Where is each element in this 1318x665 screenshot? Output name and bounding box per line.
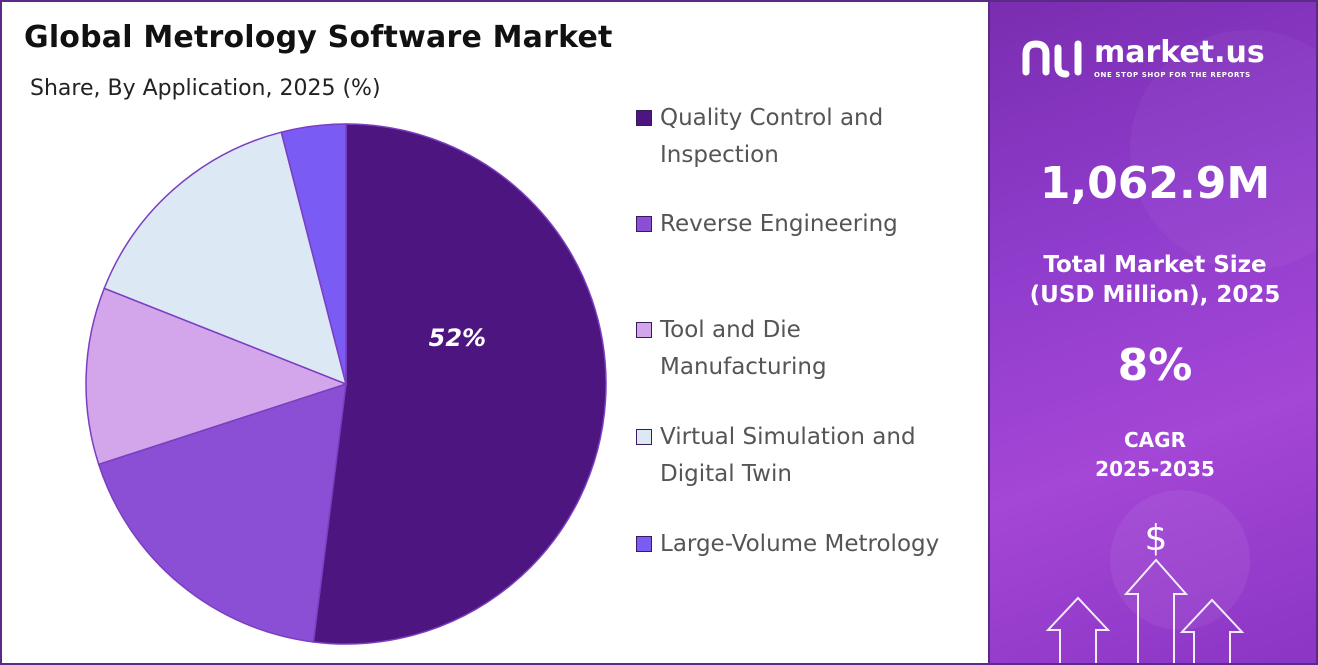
brand-tagline: ONE STOP SHOP FOR THE REPORTS — [1094, 70, 1251, 79]
chart-subtitle: Share, By Application, 2025 (%) — [30, 76, 381, 101]
chart-panel: Global Metrology Software Market Share, … — [24, 20, 980, 645]
chart-title: Global Metrology Software Market — [24, 20, 613, 55]
brand-name: market.us — [1094, 34, 1265, 70]
legend-swatch — [636, 536, 652, 552]
growth-arrows-illustration: $ — [1045, 30, 1318, 665]
market-size-value: 1,062.9M — [1039, 158, 1271, 209]
legend-swatch — [636, 110, 652, 126]
legend-swatch — [636, 429, 652, 445]
legend-label: Tool and Die Manufacturing — [660, 317, 827, 380]
arrow-up-icon — [1123, 558, 1189, 665]
pie-slice-quality-control-and-inspection — [312, 123, 607, 645]
market-us-logo-icon — [1022, 40, 1082, 78]
pie-slice-reverse-engineering — [97, 382, 347, 643]
arrow-up-icon — [1179, 598, 1245, 665]
arrow-up-icon — [1045, 596, 1111, 665]
cagr-value: 8% — [1117, 340, 1193, 391]
legend-item-quality-control: Quality Control and Inspection — [636, 100, 980, 174]
legend-label: Quality Control and Inspection — [660, 105, 884, 168]
data-label: 52% — [429, 324, 486, 352]
legend-swatch — [636, 322, 652, 338]
legend-item-virtual-simulation: Virtual Simulation and Digital Twin — [636, 419, 980, 493]
summary-panel: $ market.us ONE STOP SHOP FOR THE REPORT… — [988, 0, 1318, 665]
pie-slice-large-volume-metrology — [280, 123, 347, 385]
pie-slice-tool-and-die-manufacturing — [85, 287, 349, 466]
dollar-icon: $ — [1145, 518, 1168, 559]
legend-item-tool-and-die: Tool and Die Manufacturing — [636, 312, 980, 386]
legend-label: Virtual Simulation and Digital Twin — [660, 424, 916, 487]
legend-swatch — [636, 216, 652, 232]
brand-logo: market.us ONE STOP SHOP FOR THE REPORTS — [1020, 36, 1265, 80]
legend-label: Reverse Engineering — [660, 211, 898, 237]
legend-item-reverse-engineering: Reverse Engineering — [636, 206, 980, 243]
pie-chart: 52% — [85, 123, 607, 645]
legend-label: Large-Volume Metrology — [660, 531, 940, 557]
market-size-label: Total Market Size (USD Million), 2025 — [1029, 252, 1281, 308]
pie-slice-virtual-simulation-and-digital-twin — [103, 131, 348, 386]
legend-item-large-volume: Large-Volume Metrology — [636, 526, 980, 563]
cagr-label: CAGR 2025-2035 — [1095, 428, 1215, 481]
